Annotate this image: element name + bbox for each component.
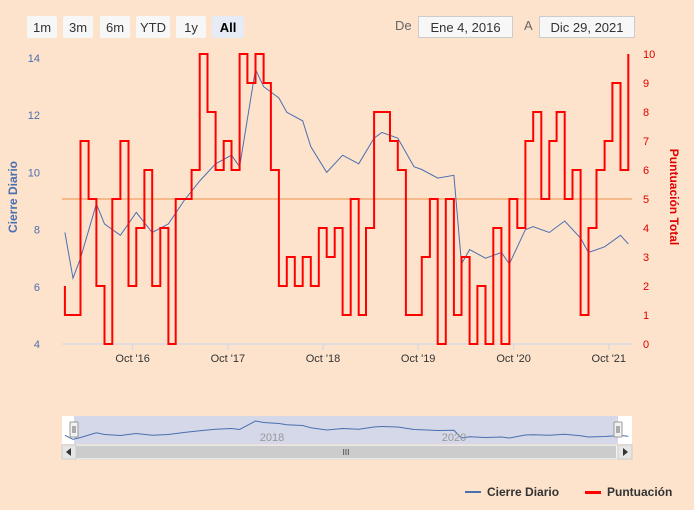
to-label: A xyxy=(524,18,533,33)
y-axis-right-label: Puntuación Total xyxy=(667,149,681,245)
y-axis-left-label: Cierre Diario xyxy=(6,161,20,233)
navigator-handle-left[interactable] xyxy=(69,421,79,438)
from-date-input[interactable]: Ene 4, 2016 xyxy=(418,16,513,38)
y-left-tick-label: 12 xyxy=(28,110,40,122)
range-button-6m[interactable]: 6m xyxy=(100,16,130,38)
left-axis: 4 6 8 10 12 14 xyxy=(28,53,40,351)
x-tick-label: Oct '20 xyxy=(496,353,531,365)
x-tick-label: Oct '21 xyxy=(592,353,627,365)
x-axis: Oct '16 Oct '17 Oct '18 Oct '19 Oct '20 Oct '… xyxy=(62,343,632,365)
y-left-tick-label: 10 xyxy=(28,167,40,179)
x-tick-label: Oct '19 xyxy=(401,353,436,365)
legend-label-cierre: Cierre Diario xyxy=(487,485,560,499)
range-button-1m[interactable]: 1m xyxy=(27,16,57,38)
right-axis: 0 1 2 3 4 5 6 7 8 9 10 xyxy=(643,49,655,351)
to-date-input[interactable]: Dic 29, 2021 xyxy=(539,16,635,38)
legend-item-cierre[interactable]: Cierre Diario xyxy=(465,485,559,499)
y-left-tick-label: 6 xyxy=(34,282,40,294)
y-right-tick-label: 1 xyxy=(643,310,649,322)
range-button-all[interactable]: All xyxy=(212,16,244,38)
navigator: 2018 2020 xyxy=(62,416,632,444)
y-left-tick-label: 4 xyxy=(34,339,40,351)
navigator-series xyxy=(64,420,629,440)
x-tick-label: Oct '16 xyxy=(115,353,150,365)
range-button-1y[interactable]: 1y xyxy=(176,16,206,38)
x-tick-label: Oct '18 xyxy=(306,353,341,365)
range-button-3m[interactable]: 3m xyxy=(63,16,93,38)
scrollbar[interactable]: III xyxy=(61,444,633,460)
navigator-year-2018: 2018 xyxy=(260,432,284,444)
y-right-tick-label: 2 xyxy=(643,281,649,293)
y-right-tick-label: 0 xyxy=(643,339,649,351)
series-line-puntuacion xyxy=(63,53,630,345)
navigator-year-2020: 2020 xyxy=(442,432,466,444)
y-right-tick-label: 10 xyxy=(643,49,655,61)
x-tick-label: Oct '17 xyxy=(211,353,246,365)
legend-label-puntuacion: Puntuación xyxy=(607,485,673,499)
series-group xyxy=(63,53,630,345)
series-line-cierre-diario xyxy=(64,67,629,281)
y-left-tick-label: 14 xyxy=(28,53,40,65)
y-right-tick-label: 6 xyxy=(643,165,649,177)
y-right-tick-label: 3 xyxy=(643,252,649,264)
y-right-tick-label: 5 xyxy=(643,194,649,206)
legend-item-puntuacion[interactable]: Puntuación xyxy=(585,485,672,499)
scrollbar-grip: III xyxy=(343,448,350,457)
y-right-tick-label: 8 xyxy=(643,107,649,119)
y-right-tick-label: 9 xyxy=(643,78,649,90)
arrow-left-icon xyxy=(66,448,71,456)
range-button-ytd[interactable]: YTD xyxy=(136,16,170,38)
scrollbar-thumb[interactable] xyxy=(76,446,616,458)
from-label: De xyxy=(395,18,412,33)
navigator-handle-right[interactable] xyxy=(613,421,623,438)
y-right-tick-label: 4 xyxy=(643,223,649,235)
navigator-series-line xyxy=(64,420,629,440)
navigator-mask[interactable] xyxy=(74,416,618,444)
y-left-tick-label: 8 xyxy=(34,225,40,237)
legend-swatch-cierre xyxy=(465,491,481,493)
y-right-tick-label: 7 xyxy=(643,136,649,148)
legend-swatch-puntuacion xyxy=(585,490,601,494)
arrow-right-icon xyxy=(623,448,628,456)
